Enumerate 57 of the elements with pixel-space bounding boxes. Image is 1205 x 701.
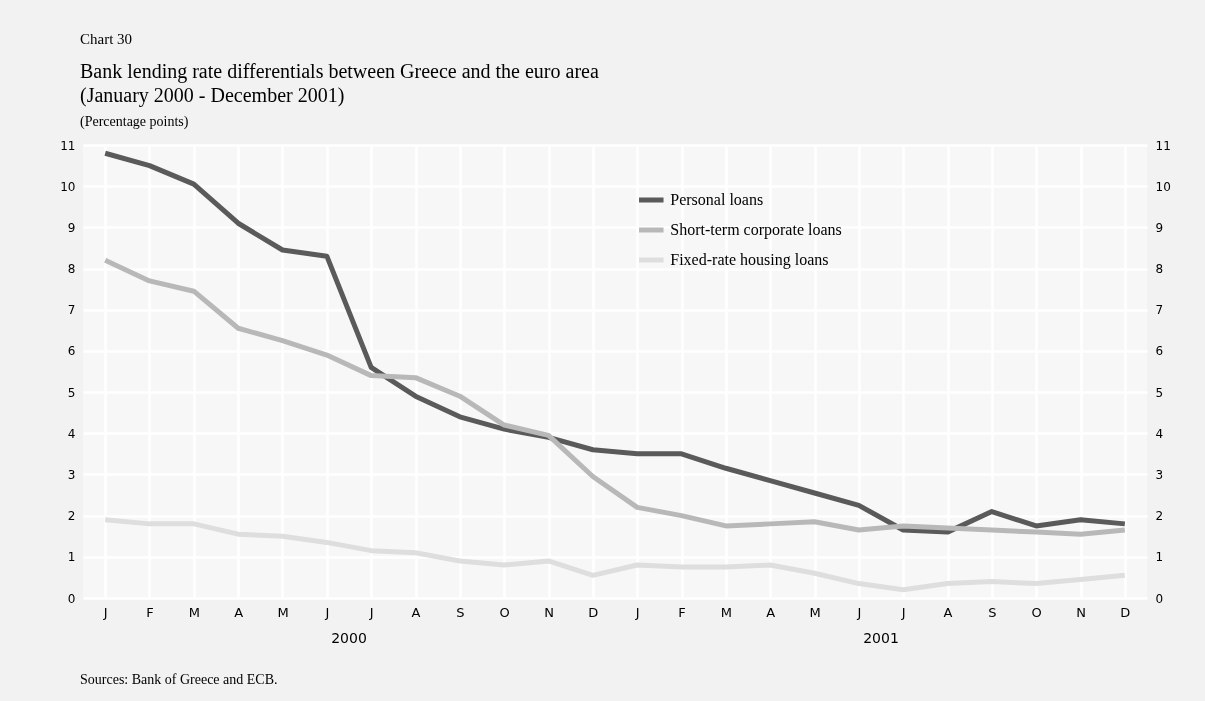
legend-label: Fixed-rate housing loans — [670, 251, 829, 269]
x-tick-label: S — [456, 604, 465, 620]
legend-label: Personal loans — [670, 191, 764, 208]
x-tick-label: M — [277, 604, 289, 620]
y-tick-label: 0 — [67, 591, 76, 606]
x-tick-label: O — [1031, 604, 1042, 620]
x-tick-label: J — [856, 604, 862, 620]
x-tick-label: F — [146, 604, 154, 620]
x-tick-label: F — [678, 604, 686, 620]
y2-tick-label: 9 — [1155, 220, 1164, 235]
y-tick-label: 11 — [60, 138, 76, 153]
chart-title: Bank lending rate differentials between Greece and the euro area (January 2000 - December 2001) — [80, 60, 599, 107]
y-tick-label: 1 — [67, 550, 76, 565]
y2-tick-label: 6 — [1155, 344, 1164, 359]
y2-tick-label: 7 — [1155, 303, 1164, 318]
source-note: Sources: Bank of Greece and ECB. — [80, 672, 278, 687]
x-tick-label: A — [766, 604, 776, 620]
y-tick-label: 8 — [67, 262, 76, 277]
y-tick-label: 2 — [67, 509, 76, 524]
x-tick-label: M — [809, 604, 821, 620]
x-tick-label: N — [544, 604, 554, 620]
x-tick-label: S — [988, 604, 997, 620]
y-tick-label: 5 — [67, 385, 76, 400]
x-tick-label: N — [1076, 604, 1086, 620]
y-tick-label: 7 — [67, 303, 76, 318]
x-tick-label: J — [900, 604, 906, 620]
caption: Chart 30 — [80, 31, 133, 47]
x-tick-label: A — [234, 604, 244, 620]
x-tick-label: J — [368, 604, 374, 620]
y-tick-label: 6 — [67, 344, 76, 359]
y2-tick-label: 11 — [1155, 138, 1171, 153]
y2-tick-label: 4 — [1155, 426, 1164, 441]
y-tick-label: 10 — [60, 179, 76, 194]
y-tick-label: 4 — [67, 426, 76, 441]
y2-tick-label: 10 — [1155, 179, 1171, 194]
x-tick-label: A — [411, 604, 421, 620]
legend-label: Short-term corporate loans — [670, 221, 842, 239]
y2-tick-label: 5 — [1155, 385, 1164, 400]
y2-tick-label: 0 — [1155, 591, 1164, 606]
x-tick-label: A — [943, 604, 953, 620]
x-tick-label: J — [634, 604, 640, 620]
y2-tick-label: 1 — [1155, 550, 1164, 565]
x-tick-label: O — [499, 604, 510, 620]
x-tick-label: D — [588, 604, 599, 620]
x-tick-label: J — [102, 604, 108, 620]
y2-tick-label: 3 — [1155, 467, 1164, 482]
x-tick-label: D — [1120, 604, 1131, 620]
y-tick-label: 9 — [67, 220, 76, 235]
y-tick-label: 3 — [67, 467, 76, 482]
y2-tick-label: 8 — [1155, 262, 1164, 277]
y-axis-title: (Percentage points) — [80, 114, 189, 130]
x-tick-label: J — [324, 604, 330, 620]
text: 2000 — [331, 630, 367, 646]
x-tick-label: M — [720, 604, 732, 620]
y2-tick-label: 2 — [1155, 509, 1164, 524]
text: 2001 — [863, 630, 899, 646]
x-tick-label: M — [188, 604, 200, 620]
